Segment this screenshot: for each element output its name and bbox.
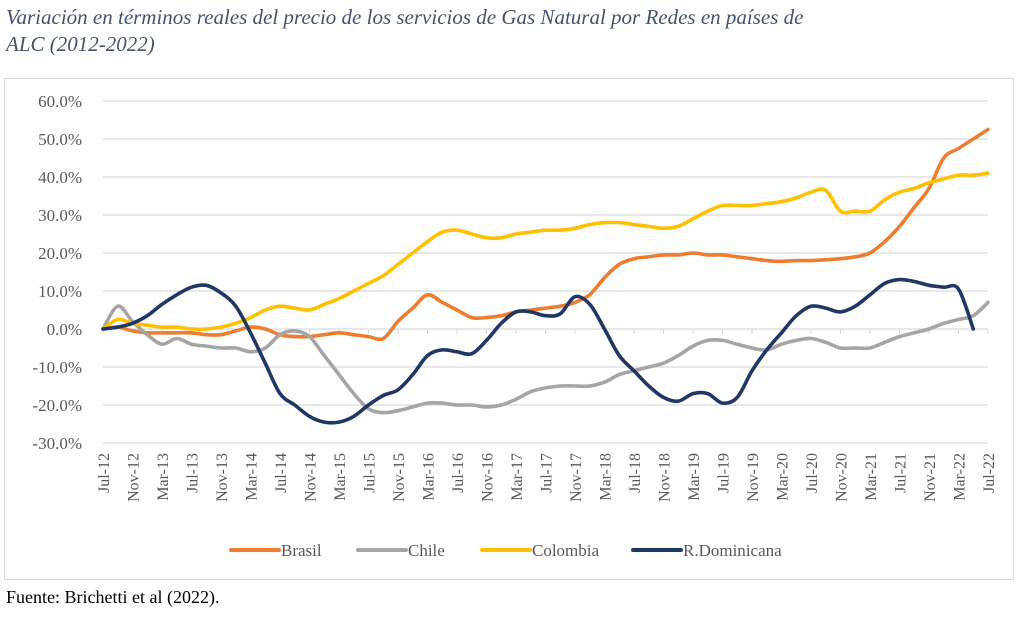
series-line-colombia — [101, 171, 990, 332]
x-tick-label: Mar-16 — [421, 453, 438, 501]
x-tick-label: Mar-22 — [952, 453, 969, 501]
x-tick-label: Nov-12 — [126, 453, 143, 502]
y-tick-label: 10.0% — [38, 282, 82, 301]
chart-title-line-2: ALC (2012-2022) — [6, 32, 155, 56]
x-tick-label: Mar-18 — [598, 453, 615, 501]
legend-label: Chile — [408, 541, 445, 560]
y-tick-label: -30.0% — [32, 434, 82, 453]
x-tick-label: Nov-14 — [303, 453, 320, 502]
legend-item: Chile — [356, 541, 445, 560]
x-tick-label: Nov-19 — [745, 453, 762, 502]
x-tick-label: Nov-21 — [922, 453, 939, 502]
x-tick-label: Nov-16 — [480, 453, 497, 502]
source-note: Fuente: Brichetti et al (2022). — [6, 587, 220, 607]
y-tick-label: 0.0% — [47, 320, 82, 339]
x-tick-label: Nov-15 — [391, 453, 408, 502]
x-tick-label: Jul-21 — [893, 453, 910, 493]
x-tick-label: Mar-19 — [686, 453, 703, 501]
chart-title-line-1: Variación en términos reales del precio … — [6, 5, 804, 29]
x-tick-label: Jul-18 — [627, 453, 644, 493]
grid-lines — [103, 100, 988, 444]
legend-item: Colombia — [480, 541, 600, 560]
x-tick-label: Mar-14 — [244, 453, 261, 501]
y-tick-label: -10.0% — [32, 358, 82, 377]
x-tick-label: Nov-13 — [214, 453, 231, 502]
series-line-brasil — [101, 127, 990, 342]
legend-label: Colombia — [532, 541, 600, 560]
x-tick-label: Mar-13 — [155, 453, 172, 501]
chart-title: Variación en términos reales del precio … — [6, 4, 1006, 58]
x-tick-label: Jul-13 — [185, 453, 202, 493]
x-tick-label: Jul-20 — [804, 453, 821, 493]
y-tick-label: -20.0% — [32, 396, 82, 415]
y-tick-label: 60.0% — [38, 92, 82, 111]
y-tick-label: 20.0% — [38, 244, 82, 263]
x-tick-label: Jul-19 — [716, 453, 733, 493]
x-tick-label: Jul-14 — [273, 453, 290, 493]
x-tick-label: Mar-21 — [863, 453, 880, 501]
y-tick-label: 30.0% — [38, 206, 82, 225]
y-tick-label: 40.0% — [38, 168, 82, 187]
series-line-chile — [101, 300, 990, 415]
x-tick-label: Nov-20 — [834, 453, 851, 502]
x-tick-label: Mar-17 — [509, 453, 526, 501]
legend-label: R.Dominicana — [683, 541, 782, 560]
x-tick-label: Mar-15 — [332, 453, 349, 501]
x-tick-label: Jul-12 — [96, 453, 113, 493]
x-tick-label: Jul-17 — [539, 453, 556, 493]
legend-label: Brasil — [281, 541, 322, 560]
x-tick-label: Jul-15 — [362, 453, 379, 493]
legend-item: Brasil — [229, 541, 322, 560]
x-tick-label: Jul-22 — [981, 453, 998, 493]
y-tick-label: 50.0% — [38, 130, 82, 149]
x-tick-label: Nov-17 — [568, 453, 585, 502]
x-tick-label: Nov-18 — [657, 453, 674, 502]
series-lines — [101, 127, 990, 425]
x-tick-label: Mar-20 — [775, 453, 792, 501]
y-axis: 60.0% 50.0% 40.0% 30.0% 20.0% 10.0% 0.0% -10.0%… — [32, 92, 82, 453]
x-axis: Jul-12 Nov-12 Mar-13 Jul-13 Nov-13 Mar-14 Jul-… — [96, 329, 998, 502]
series-line-r-dominicana — [101, 277, 976, 425]
x-tick-label: Jul-16 — [450, 453, 467, 493]
legend: Brasil Chile Colombia R.Dominicana — [229, 541, 782, 560]
legend-item: R.Dominicana — [631, 541, 782, 560]
